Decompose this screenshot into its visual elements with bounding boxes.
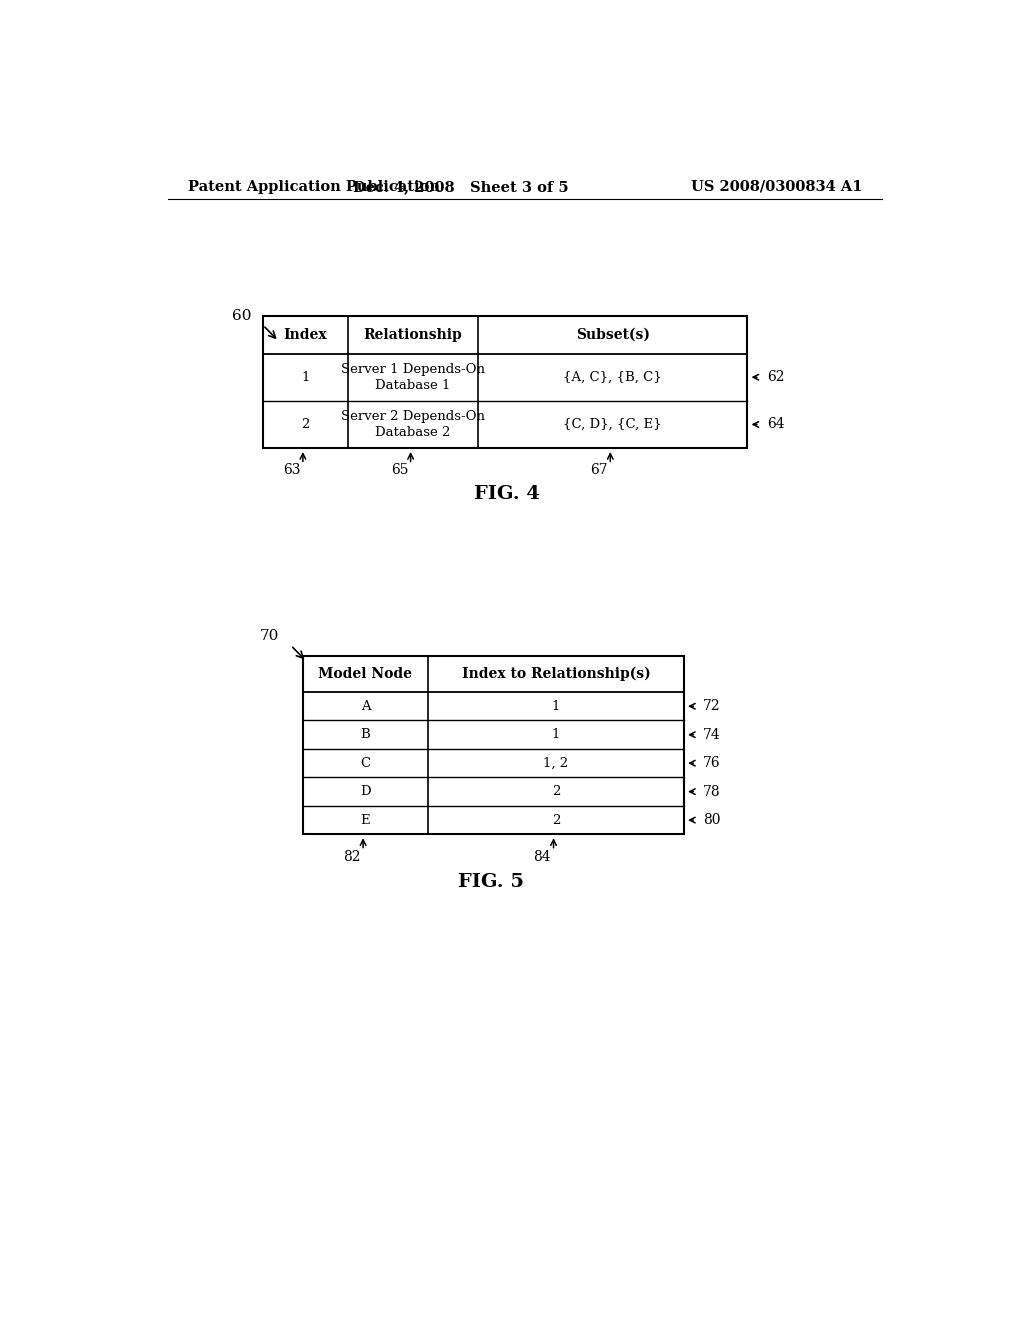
Text: 1: 1 [301,371,309,384]
Text: Subset(s): Subset(s) [575,327,649,342]
Text: E: E [360,813,371,826]
Text: US 2008/0300834 A1: US 2008/0300834 A1 [690,180,862,194]
Text: 70: 70 [259,630,279,643]
Text: FIG. 5: FIG. 5 [459,873,524,891]
Text: 2: 2 [552,785,560,799]
Text: 84: 84 [534,850,551,863]
Text: 72: 72 [703,700,721,713]
Text: 67: 67 [591,463,608,478]
Text: Dec. 4, 2008   Sheet 3 of 5: Dec. 4, 2008 Sheet 3 of 5 [353,180,569,194]
Text: 1, 2: 1, 2 [544,756,568,770]
Text: 64: 64 [767,417,784,432]
Text: Index to Relationship(s): Index to Relationship(s) [462,667,650,681]
Text: D: D [360,785,371,799]
Text: Model Node: Model Node [318,667,413,681]
Text: 80: 80 [703,813,721,828]
Text: 65: 65 [391,463,409,478]
Text: {C, D}, {C, E}: {C, D}, {C, E} [563,418,662,430]
Text: Patent Application Publication: Patent Application Publication [187,180,439,194]
Text: 2: 2 [552,813,560,826]
Text: 2: 2 [301,418,309,430]
Bar [303,656,684,834]
Text: 82: 82 [343,850,360,863]
Text: Server 1 Depends-On
Database 1: Server 1 Depends-On Database 1 [341,363,485,392]
Text: 62: 62 [767,370,784,384]
Text: Relationship: Relationship [364,327,463,342]
Text: {A, C}, {B, C}: {A, C}, {B, C} [563,371,663,384]
Text: 78: 78 [703,784,721,799]
Text: Index: Index [284,327,327,342]
Text: Server 2 Depends-On
Database 2: Server 2 Depends-On Database 2 [341,411,485,440]
Text: 74: 74 [703,727,721,742]
Text: A: A [360,700,371,713]
Text: 1: 1 [552,700,560,713]
Text: 1: 1 [552,729,560,742]
Text: FIG. 4: FIG. 4 [474,484,541,503]
Text: B: B [360,729,371,742]
Text: 60: 60 [231,309,251,323]
Text: 63: 63 [283,463,300,478]
Text: C: C [360,756,371,770]
Bar [263,315,748,447]
Text: 76: 76 [703,756,721,770]
